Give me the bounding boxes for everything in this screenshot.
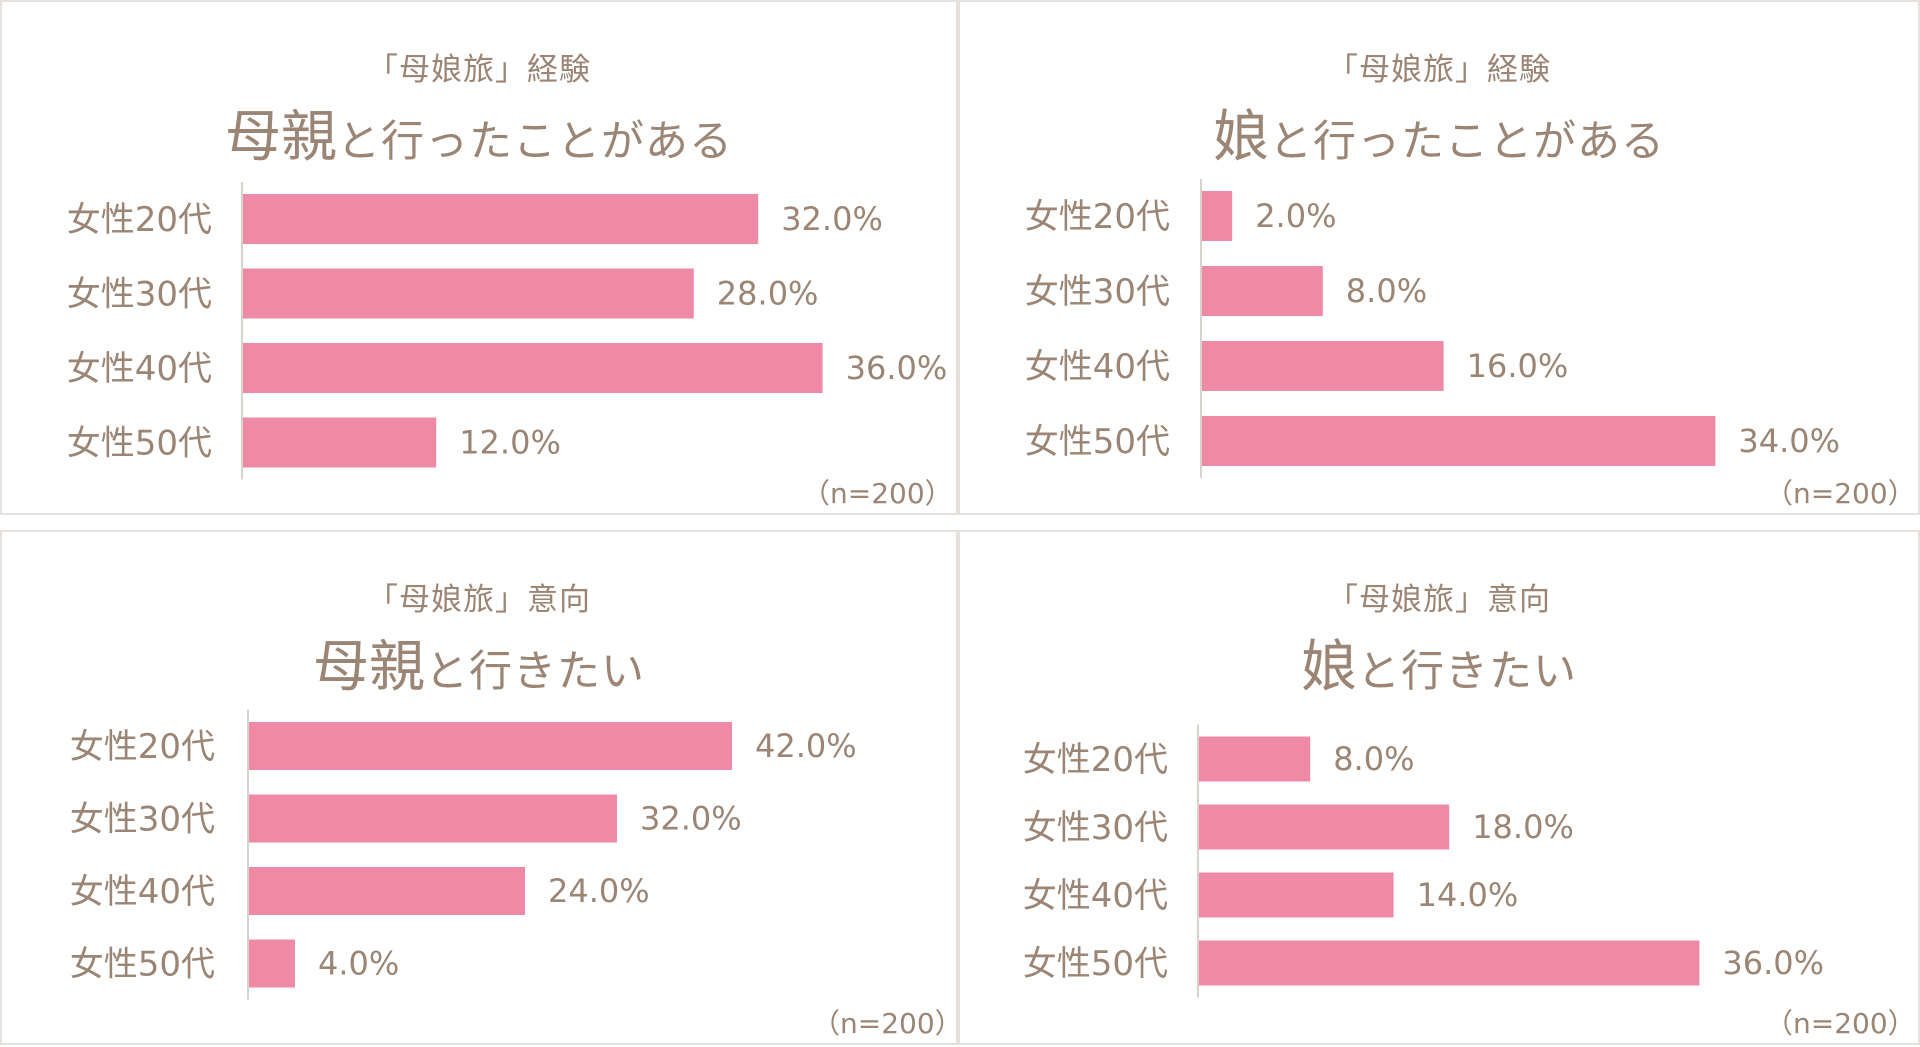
bar-chart: 女性20代 42.0% 女性30代 32.0% 女性40代 24.0% 女性50代 4.0% — [70, 710, 857, 1000]
category-label: 女性40代 — [70, 872, 215, 912]
bar — [243, 268, 694, 319]
bar — [243, 417, 437, 468]
category-label: 女性20代 — [70, 727, 215, 767]
chart-subtitle: 「母娘旅」経験 — [367, 52, 591, 88]
value-label: 18.0% — [1472, 808, 1574, 846]
bar — [249, 794, 617, 843]
value-label: 14.0% — [1417, 876, 1519, 914]
category-label: 女性30代 — [67, 275, 212, 315]
value-label: 2.0% — [1255, 197, 1336, 235]
chart-title-emphasis: 母親 — [225, 105, 337, 170]
category-label: 女性20代 — [67, 200, 212, 240]
bar — [1202, 266, 1323, 316]
chart-title-rest: と行きたい — [1357, 647, 1577, 697]
value-label: 12.0% — [459, 424, 561, 462]
category-label: 女性50代 — [70, 945, 215, 985]
value-label: 8.0% — [1346, 272, 1427, 310]
chart-subtitle: 「母娘旅」意向 — [1327, 582, 1551, 618]
value-label: 32.0% — [640, 800, 742, 838]
sample-size-note: （n=200） — [802, 477, 953, 510]
chart-panel-mother-experience: 「母娘旅」経験 母親と行ったことがある 女性20代 32.0% 女性30代 28.0%… — [0, 0, 958, 515]
sample-size-note: （n=200） — [1765, 1007, 1916, 1040]
value-label: 42.0% — [755, 727, 857, 765]
chart-title: 娘と行きたい — [960, 622, 1918, 703]
bar — [1202, 416, 1716, 466]
category-label: 女性40代 — [1025, 347, 1170, 387]
bar — [249, 722, 732, 770]
chart-title-emphasis: 母親 — [313, 635, 425, 700]
bar — [1199, 804, 1450, 850]
chart-title: 娘と行ったことがある — [960, 92, 1918, 173]
category-label: 女性30代 — [1023, 808, 1168, 848]
chart-title-emphasis: 娘 — [1301, 635, 1357, 700]
bar — [249, 867, 525, 915]
chart-title-rest: と行きたい — [425, 647, 645, 697]
sample-size-note: （n=200） — [812, 1007, 963, 1040]
value-label: 36.0% — [1722, 944, 1824, 982]
bar — [1199, 940, 1700, 986]
value-label: 28.0% — [717, 275, 819, 313]
chart-panel-daughter-experience: 「母娘旅」経験 娘と行ったことがある 女性20代 2.0% 女性30代 8.0% 女性4… — [958, 0, 1920, 515]
category-label: 女性40代 — [1023, 876, 1168, 916]
value-label: 34.0% — [1738, 422, 1840, 460]
category-label: 女性50代 — [1025, 422, 1170, 462]
bar-chart: 女性20代 2.0% 女性30代 8.0% 女性40代 16.0% 女性50代 34.0% — [1025, 179, 1840, 478]
chart-title: 母親と行ったことがある — [2, 92, 956, 173]
bar — [1202, 341, 1444, 391]
value-label: 8.0% — [1333, 740, 1414, 778]
chart-title-rest: と行ったことがある — [337, 117, 733, 167]
value-label: 36.0% — [846, 349, 948, 387]
bar — [243, 343, 823, 393]
chart-subtitle: 「母娘旅」意向 — [367, 582, 591, 618]
chart-title: 母親と行きたい — [2, 622, 956, 703]
chart-subtitle: 「母娘旅」経験 — [1327, 52, 1551, 88]
category-label: 女性20代 — [1023, 740, 1168, 780]
bar — [1199, 736, 1311, 782]
category-label: 女性20代 — [1025, 197, 1170, 237]
category-label: 女性50代 — [1023, 944, 1168, 984]
category-label: 女性50代 — [67, 424, 212, 464]
category-label: 女性40代 — [67, 349, 212, 389]
bar — [243, 194, 759, 244]
chart-panel-mother-intention: 「母娘旅」意向 母親と行きたい 女性20代 42.0% 女性30代 32.0% 女性40… — [0, 530, 963, 1045]
category-label: 女性30代 — [70, 800, 215, 840]
chart-title-emphasis: 娘 — [1213, 105, 1269, 170]
category-label: 女性30代 — [1025, 272, 1170, 312]
bar — [249, 939, 295, 988]
value-label: 4.0% — [318, 945, 399, 983]
sample-size-note: （n=200） — [1765, 477, 1916, 510]
bar — [1202, 191, 1233, 241]
bar-chart: 女性20代 8.0% 女性30代 18.0% 女性40代 14.0% 女性50代 36.0% — [1023, 724, 1824, 998]
value-label: 16.0% — [1467, 347, 1569, 385]
value-label: 32.0% — [781, 200, 883, 238]
bar — [1199, 872, 1394, 918]
chart-panel-daughter-intention: 「母娘旅」意向 娘と行きたい 女性20代 8.0% 女性30代 18.0% 女性40代 1… — [958, 530, 1920, 1045]
chart-title-rest: と行ったことがある — [1269, 117, 1665, 167]
bar-chart: 女性20代 32.0% 女性30代 28.0% 女性40代 36.0% 女性50代 12.0% — [67, 182, 948, 480]
value-label: 24.0% — [548, 872, 650, 910]
